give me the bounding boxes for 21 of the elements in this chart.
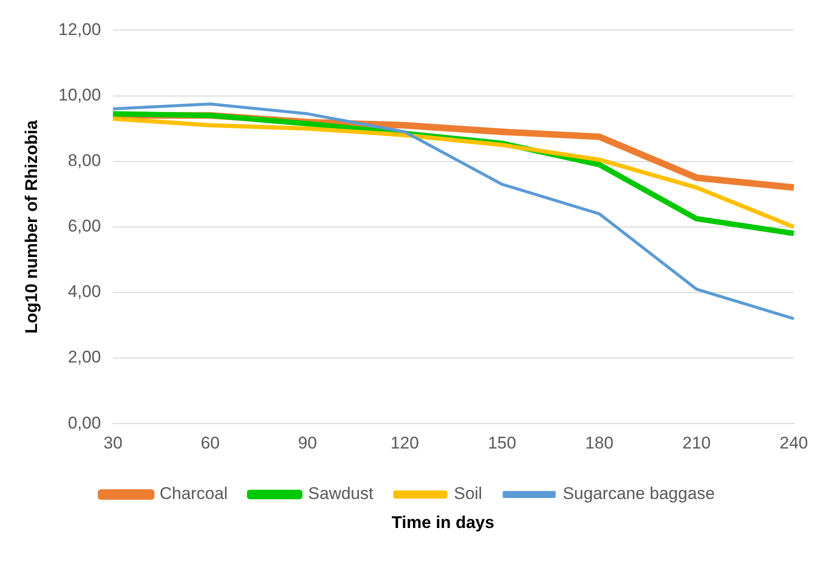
x-tick-label: 30: [103, 433, 122, 452]
legend-label: Soil: [454, 484, 482, 504]
y-tick-label: 0,00: [68, 413, 101, 432]
x-tick-label: 240: [780, 433, 808, 452]
y-tick-label: 6,00: [68, 216, 101, 236]
x-tick-label: 210: [682, 433, 711, 452]
x-tick-label: 120: [390, 433, 419, 452]
y-tick-label: 8,00: [68, 151, 101, 170]
y-axis-title: Log10 number of Rhizobia: [22, 120, 41, 334]
x-tick-label: 90: [298, 433, 317, 452]
x-tick-label: 150: [488, 433, 516, 452]
legend-label: Sawdust: [308, 484, 374, 504]
y-tick-label: 12,00: [58, 20, 101, 39]
x-axis-title: Time in days: [390, 513, 496, 533]
x-tick-label: 180: [585, 433, 614, 452]
y-tick-label: 10,00: [58, 85, 101, 104]
legend-label: Charcoal: [160, 484, 228, 504]
x-tick-label: 60: [200, 433, 220, 452]
y-tick-label: 2,00: [68, 348, 101, 367]
y-tick-label: 4,00: [68, 282, 101, 302]
legend-label: Sugarcane baggase: [562, 484, 715, 504]
